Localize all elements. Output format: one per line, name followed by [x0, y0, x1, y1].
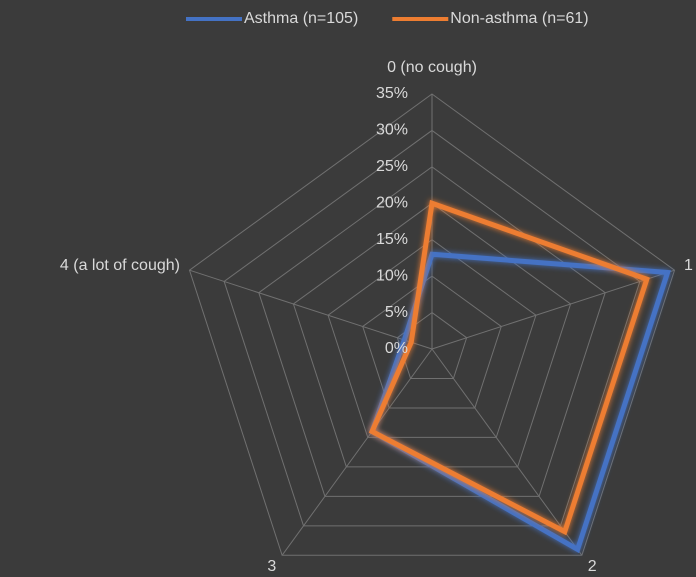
grid-ring: [362, 275, 502, 409]
grid-ring: [188, 93, 676, 556]
spoke: [189, 269, 433, 350]
tick-label: 0%: [385, 340, 408, 357]
category-label: 1: [684, 257, 693, 274]
tick-label: 10%: [376, 267, 408, 284]
grid-ring: [327, 239, 537, 438]
tick-label: 35%: [376, 85, 408, 102]
grid-ring: [396, 311, 468, 379]
tick-label: 30%: [376, 122, 408, 139]
series-group: [368, 199, 671, 554]
legend-label: Asthma (n=105): [244, 10, 358, 27]
legend-label: Non-asthma (n=61): [450, 10, 588, 27]
category-label: 2: [588, 558, 597, 575]
labels: 0% 5% 10% 15% 20% 25% 30% 35% 0 (no cough) 1 2 3 4 (…: [60, 10, 693, 575]
spoke: [431, 269, 675, 350]
grid-ring: [223, 129, 641, 527]
tick-label: 15%: [376, 231, 408, 248]
series-line: [368, 199, 650, 536]
grid-ring: [258, 166, 606, 497]
category-label: 0 (no cough): [387, 59, 477, 76]
grid: [188, 93, 676, 556]
tick-label: 5%: [385, 304, 408, 321]
category-label: 4 (a lot of cough): [60, 257, 180, 274]
tick-label: 20%: [376, 195, 408, 212]
tick-label: 25%: [376, 158, 408, 175]
spoke: [431, 348, 583, 556]
series-line: [368, 251, 671, 554]
category-label: 3: [267, 558, 276, 575]
spoke: [281, 348, 433, 556]
